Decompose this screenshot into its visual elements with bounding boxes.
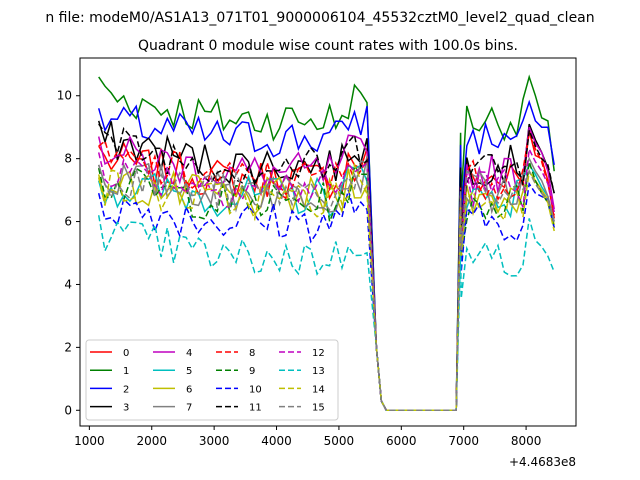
series-line-8 <box>98 130 555 412</box>
legend-label-2: 2 <box>123 384 129 395</box>
y-tick-label: 8 <box>64 152 72 166</box>
x-tick-label: 8000 <box>511 434 542 448</box>
y-tick-label: 2 <box>64 340 72 354</box>
legend-label-10: 10 <box>249 384 262 395</box>
suptitle: n file: modeM0/AS1A13_071T01_9000006104_… <box>45 10 594 26</box>
series-line-7 <box>97 156 555 412</box>
legend-box <box>85 339 339 421</box>
legend-label-7: 7 <box>186 403 192 414</box>
axes-frame <box>79 57 577 427</box>
y-tick-label: 4 <box>64 277 72 291</box>
x-tick-label: 2000 <box>136 434 167 448</box>
x-tick-label: 5000 <box>324 434 355 448</box>
y-tick-label: 0 <box>64 403 72 417</box>
legend-label-9: 9 <box>249 366 255 377</box>
x-offset-label: +4.4683e8 <box>509 455 576 469</box>
legend-label-6: 6 <box>186 384 192 395</box>
series-line-1 <box>98 74 555 412</box>
series-line-12 <box>97 146 555 412</box>
legend-label-3: 3 <box>123 403 129 414</box>
plot-area <box>97 74 555 412</box>
series-line-13 <box>97 215 555 412</box>
x-tick-label: 4000 <box>261 434 292 448</box>
legend-label-12: 12 <box>312 348 325 359</box>
y-tick-label: 10 <box>57 89 72 103</box>
series-line-5 <box>97 163 555 412</box>
chart-title: Quadrant 0 module wise count rates with … <box>138 38 518 54</box>
legend-label-13: 13 <box>312 366 325 377</box>
legend-label-11: 11 <box>249 403 262 414</box>
legend-label-8: 8 <box>249 348 255 359</box>
series-line-2 <box>97 99 555 412</box>
x-tick-label: 7000 <box>448 434 479 448</box>
x-tick-label: 1000 <box>74 434 105 448</box>
legend-label-1: 1 <box>123 366 129 377</box>
x-tick-label: 3000 <box>199 434 230 448</box>
legend-label-0: 0 <box>123 348 129 359</box>
y-tick-label: 6 <box>64 215 72 229</box>
x-tick-label: 6000 <box>386 434 417 448</box>
legend-label-5: 5 <box>186 366 192 377</box>
legend-label-14: 14 <box>312 384 325 395</box>
legend-label-15: 15 <box>312 403 325 414</box>
series-line-15 <box>97 160 555 412</box>
legend-label-4: 4 <box>186 348 192 359</box>
series-line-10 <box>97 181 555 412</box>
